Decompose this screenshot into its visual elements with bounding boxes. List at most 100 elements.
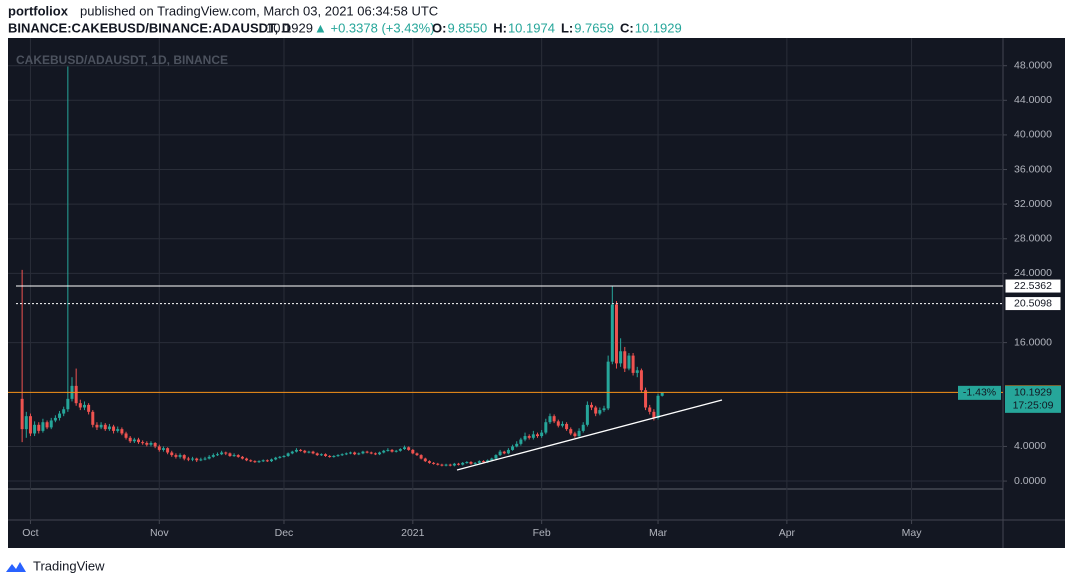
candle-body: [45, 422, 49, 428]
trend-line: [456, 399, 723, 471]
candle-body: [174, 455, 178, 457]
candle-body: [103, 424, 107, 430]
candle-body: [120, 429, 124, 434]
y-tick-label: 16.0000: [1014, 336, 1052, 348]
y-tick-label: 32.0000: [1014, 198, 1052, 210]
candle-body: [652, 411, 656, 418]
candle-body: [394, 450, 398, 452]
candle-body: [353, 452, 357, 455]
candle-body: [440, 464, 444, 466]
candle-body: [523, 436, 527, 440]
candle-body: [37, 424, 41, 431]
candle-body: [473, 462, 477, 464]
candle-body: [132, 439, 136, 442]
candle-body: [457, 463, 461, 465]
candle-body: [490, 458, 494, 461]
candle-body: [369, 452, 373, 454]
candle-body: [315, 453, 319, 456]
candle-body: [598, 410, 602, 414]
price-label-bg: [1004, 296, 1062, 312]
candle-body: [610, 304, 614, 362]
candle-body: [207, 456, 211, 459]
candle-body: [540, 432, 544, 437]
candle-body: [270, 459, 274, 462]
candle-body: [137, 439, 141, 443]
candle-body: [531, 434, 535, 438]
watermark: CAKEBUSD/ADAUSDT, 1D, BINANCE: [16, 53, 228, 67]
candle-body: [153, 442, 157, 447]
candle-body: [390, 449, 394, 452]
x-tick-label: May: [902, 527, 923, 539]
candle-body: [191, 458, 195, 460]
candle-body: [627, 355, 631, 369]
candle-body: [423, 458, 427, 462]
x-tick-label: Nov: [150, 527, 169, 539]
candle-body: [635, 370, 639, 373]
ohlc-label: O:: [432, 20, 446, 35]
candle-body: [215, 454, 219, 456]
candle-body: [311, 451, 315, 454]
x-tick-label: Oct: [22, 527, 38, 539]
footer: TradingView: [33, 558, 105, 573]
ohlc-value: 9.8550: [447, 20, 487, 35]
candle-body: [236, 455, 240, 457]
candle-body: [644, 390, 648, 408]
candle-body: [299, 449, 303, 451]
change-label: -1.43%: [963, 387, 996, 399]
candle-body: [224, 452, 228, 454]
candle-body: [357, 453, 361, 455]
candle-body: [28, 416, 32, 434]
candle-body: [373, 453, 377, 455]
logo-icon: [6, 562, 26, 572]
candle-body: [290, 451, 294, 454]
candle-body: [361, 451, 365, 454]
candle-body: [461, 462, 465, 465]
candle-body: [157, 446, 161, 450]
candle-body: [74, 385, 78, 404]
candle-body: [166, 448, 170, 453]
y-tick-label: 44.0000: [1014, 94, 1052, 106]
candle-body: [619, 351, 623, 364]
candle-body: [590, 404, 594, 408]
candle-body: [365, 451, 369, 453]
candle-body: [386, 449, 390, 451]
candle-body: [656, 395, 660, 418]
author: portfoliox: [8, 3, 69, 18]
ohlc-value: 10.1929: [635, 20, 682, 35]
candle-body: [481, 461, 485, 463]
candle-body: [486, 460, 490, 463]
last-price-bg: [1005, 385, 1061, 413]
candle-body: [20, 398, 24, 430]
change-bg: [958, 385, 1001, 400]
candle-body: [565, 423, 569, 430]
candle-body: [33, 424, 37, 434]
candle-body: [294, 449, 298, 452]
ohlc-value: 10.1974: [508, 20, 555, 35]
ohlc: O: 9.8550 H: 10.1974 L: 9.7659 C: 10.1929: [432, 20, 682, 35]
candle-body: [249, 460, 253, 462]
candle-body: [631, 355, 635, 373]
candle-body: [203, 458, 207, 460]
candle-body: [124, 433, 128, 438]
candle-body: [91, 411, 95, 425]
candle-body: [498, 451, 502, 456]
candle-body: [436, 463, 440, 465]
candle-body: [58, 413, 62, 418]
ohlc-label: C:: [620, 20, 634, 35]
candle-body: [378, 452, 382, 455]
candle-body: [348, 452, 352, 454]
candle-body: [548, 416, 552, 423]
candle-body: [328, 455, 332, 457]
candle-body: [41, 422, 45, 431]
y-tick-label: 40.0000: [1014, 129, 1052, 141]
candle-body: [286, 453, 290, 456]
candle-body: [220, 452, 224, 455]
candle-body: [278, 456, 282, 458]
candle-body: [49, 420, 53, 428]
candle-body: [560, 423, 564, 426]
candle-body: [228, 453, 232, 456]
countdown: 17:25:09: [1013, 400, 1054, 412]
candle-body: [240, 456, 244, 459]
candle-body: [444, 464, 448, 466]
candle-body: [506, 449, 510, 454]
